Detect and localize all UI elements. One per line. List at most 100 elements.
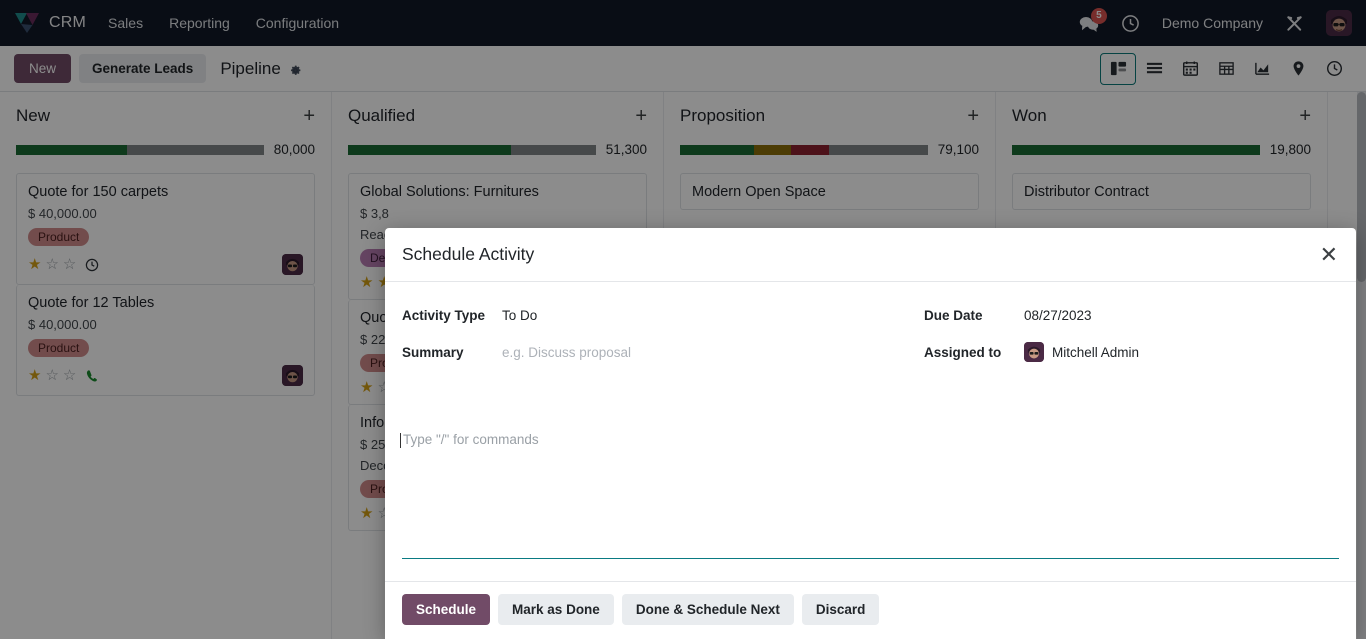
column-progress-row: 51,300: [348, 142, 647, 157]
kanban-column-new: New + 80,000 Quote for 150 carpets $ 40,…: [0, 92, 332, 639]
column-title: Proposition: [680, 106, 766, 125]
progress-bar[interactable]: [1012, 144, 1260, 155]
nav-menu-sales[interactable]: Sales: [108, 15, 144, 31]
mark-as-done-button[interactable]: Mark as Done: [498, 594, 614, 625]
done-schedule-next-button[interactable]: Done & Schedule Next: [621, 594, 794, 625]
card-tag[interactable]: Product: [28, 228, 90, 246]
plus-icon[interactable]: +: [1299, 105, 1311, 127]
summary-input[interactable]: [502, 344, 782, 360]
star-icon[interactable]: ☆: [62, 367, 77, 384]
schedule-activity-dialog: Schedule Activity ✕ Activity Type To Do …: [385, 228, 1356, 639]
view-map[interactable]: [1280, 53, 1316, 85]
column-progress-row: 19,800: [1012, 142, 1311, 157]
kanban-card[interactable]: Modern Open Space: [680, 173, 979, 210]
card-title: Global Solutions: Furnitures: [360, 184, 539, 200]
view-list[interactable]: [1136, 53, 1172, 85]
kanban-card[interactable]: Quote for 12 Tables $ 40,000.00 Product …: [16, 285, 315, 396]
star-icon[interactable]: ★: [28, 367, 42, 384]
card-title: Quote for 150 carpets: [28, 184, 169, 200]
view-activity[interactable]: [1316, 53, 1352, 85]
progress-bar[interactable]: [16, 144, 264, 155]
kanban-card[interactable]: Distributor Contract: [1012, 173, 1311, 210]
progress-bar[interactable]: [680, 144, 928, 155]
generate-leads-button[interactable]: Generate Leads: [79, 54, 207, 83]
card-amount: $ 40,000.00: [28, 206, 97, 221]
card-title: Info: [360, 415, 385, 431]
clock-icon[interactable]: [1121, 14, 1140, 33]
scrollbar-thumb[interactable]: [1357, 92, 1366, 282]
close-icon[interactable]: ✕: [1319, 241, 1338, 267]
due-date-value[interactable]: 08/27/2023: [1024, 307, 1092, 323]
card-amount: $ 22,: [360, 332, 389, 347]
plus-icon[interactable]: +: [635, 105, 647, 127]
view-pivot[interactable]: [1208, 53, 1244, 85]
top-navbar: CRM Sales Reporting Configuration 5: [0, 0, 1366, 46]
card-title: Distributor Contract: [1024, 184, 1149, 200]
star-icon[interactable]: ★: [360, 505, 374, 522]
star-icon[interactable]: ☆: [45, 367, 59, 384]
column-progress-row: 79,100: [680, 142, 979, 157]
plus-icon[interactable]: +: [303, 105, 315, 127]
kanban-card[interactable]: Quote for 150 carpets $ 40,000.00 Produc…: [16, 173, 315, 285]
kanban-column-won: Won + 19,800 Distributor Contract: [996, 92, 1328, 639]
column-header: New +: [16, 106, 315, 126]
column-header: Proposition +: [680, 106, 979, 126]
field-due-date: Due Date 08/27/2023: [924, 300, 1339, 330]
brand-name: CRM: [49, 14, 87, 31]
nav-menu-configuration[interactable]: Configuration: [255, 15, 340, 31]
assigned-to-value[interactable]: Mitchell Admin: [1052, 344, 1140, 360]
card-footer: ★ ☆ ☆: [28, 254, 303, 275]
clock-icon[interactable]: [85, 258, 99, 272]
wrench-icon[interactable]: [1285, 14, 1304, 33]
field-summary: Summary: [402, 337, 817, 367]
view-switcher: [1100, 52, 1352, 85]
brand[interactable]: CRM: [14, 12, 86, 34]
phone-icon[interactable]: [85, 369, 99, 383]
view-graph[interactable]: [1244, 53, 1280, 85]
star-icon[interactable]: ☆: [62, 256, 77, 273]
star-icon[interactable]: ☆: [45, 256, 59, 273]
avatar[interactable]: [1326, 10, 1352, 36]
priority-stars[interactable]: ★ ☆ ☆: [28, 257, 76, 272]
star-icon[interactable]: ★: [360, 379, 374, 396]
column-amount: 79,100: [937, 142, 979, 157]
priority-stars[interactable]: ★ ☆ ☆: [28, 368, 76, 383]
plus-icon[interactable]: +: [967, 105, 979, 127]
card-amount: $ 3,8: [360, 206, 389, 221]
discard-button[interactable]: Discard: [801, 594, 880, 625]
star-icon[interactable]: ★: [28, 256, 42, 273]
view-calendar[interactable]: [1172, 53, 1208, 85]
avatar[interactable]: [282, 254, 303, 275]
card-subtitle: Reac: [360, 227, 391, 242]
avatar: [1024, 342, 1044, 362]
progress-bar[interactable]: [348, 144, 596, 155]
nav-menu-reporting[interactable]: Reporting: [169, 15, 230, 31]
note-placeholder: Type "/" for commands: [400, 432, 1339, 448]
avatar[interactable]: [282, 365, 303, 386]
card-amount: $ 40,000.00: [28, 317, 97, 332]
messages-icon[interactable]: 5: [1079, 7, 1107, 32]
dialog-title: Schedule Activity: [402, 244, 535, 264]
note-editor[interactable]: Type "/" for commands: [400, 432, 1339, 559]
card-tag[interactable]: Product: [28, 339, 90, 357]
card-title: Quote for 12 Tables: [28, 295, 155, 311]
field-activity-type: Activity Type To Do: [402, 300, 817, 330]
card-title: Quo: [360, 310, 388, 326]
card-amount: $ 25,: [360, 437, 389, 452]
messages-badge: 5: [1090, 7, 1107, 24]
field-assigned-to: Assigned to Mitchell Admin: [924, 337, 1339, 367]
breadcrumb: Pipeline: [220, 59, 302, 79]
gear-icon[interactable]: [289, 62, 302, 75]
view-kanban[interactable]: [1100, 52, 1136, 85]
star-icon[interactable]: ★: [360, 274, 374, 291]
activity-type-value[interactable]: To Do: [502, 307, 538, 323]
company-name[interactable]: Demo Company: [1161, 15, 1263, 31]
schedule-button[interactable]: Schedule: [402, 594, 491, 625]
column-amount: 19,800: [1269, 142, 1311, 157]
assigned-to-value-group[interactable]: Mitchell Admin: [1024, 342, 1139, 362]
new-button[interactable]: New: [14, 54, 72, 83]
vertical-scrollbar[interactable]: [1357, 92, 1366, 639]
column-title: Qualified: [348, 106, 416, 125]
summary-label: Summary: [402, 344, 464, 360]
dialog-header: Schedule Activity ✕: [385, 228, 1356, 282]
